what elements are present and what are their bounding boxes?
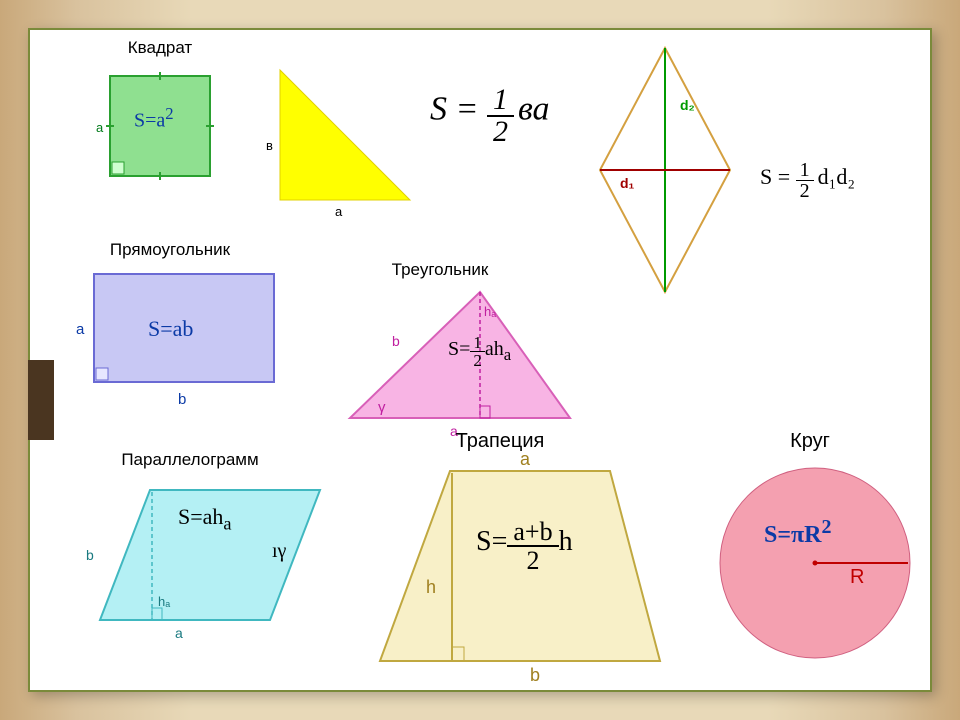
svg-text:a: a (76, 321, 85, 338)
square-formula: S=a2 (134, 104, 174, 133)
svg-text:b: b (86, 547, 94, 563)
wood-background: Квадрат a S=a2 в а S = 1 2 ва d₂ d₁ S = … (0, 0, 960, 720)
svg-text:d₂: d₂ (680, 97, 695, 113)
trapezoid-block: Трапеция a b h S= a+b 2 h (360, 430, 680, 688)
svg-text:b: b (178, 391, 186, 408)
circle-title: Круг (710, 430, 910, 453)
svg-text:а: а (335, 204, 343, 219)
parallelogram-block: Параллелограмм b hₐ a S=aha ıγ (80, 450, 340, 645)
svg-text:γ: γ (378, 399, 386, 416)
circle-formula: S=πR2 (764, 516, 832, 549)
trapezoid-title: Трапеция (360, 430, 640, 453)
right-triangle-formula: S = 1 2 ва (430, 85, 549, 147)
trapezoid-formula: S= a+b 2 h (476, 518, 573, 575)
svg-text:hₐ: hₐ (158, 594, 170, 609)
rectangle-formula: S=ab (148, 316, 193, 342)
rectangle-title: Прямоугольник (70, 240, 270, 260)
svg-text:a: a (520, 449, 531, 469)
circle-figure: R (710, 453, 920, 663)
rhombus-formula: S = 1 2 d₁d₂ (760, 160, 855, 201)
rhombus-figure: d₂ d₁ (590, 40, 740, 300)
rectangle-block: Прямоугольник a b S=ab (70, 240, 290, 415)
parallelogram-title: Параллелограмм (80, 450, 300, 470)
svg-text:hₐ: hₐ (484, 304, 496, 319)
right-triangle-block: в а (260, 50, 420, 225)
triangle-title: Треугольник (330, 260, 550, 280)
square-block: Квадрат a S=a2 (90, 38, 230, 203)
svg-text:R: R (850, 566, 864, 588)
svg-text:a: a (175, 625, 183, 641)
parallelogram-formula: S=aha (178, 504, 232, 534)
svg-text:b: b (392, 333, 400, 349)
parallelogram-gamma: ıγ (272, 540, 286, 563)
parallelogram-figure: b hₐ a (80, 470, 340, 640)
left-accent-bar (28, 360, 54, 440)
square-title: Квадрат (90, 38, 230, 58)
svg-text:a: a (96, 120, 104, 135)
triangle-block: Треугольник b hₐ γ a S= 1 2 aha (330, 260, 590, 445)
svg-text:b: b (530, 665, 540, 685)
svg-text:в: в (266, 138, 273, 153)
rhombus-block: d₂ d₁ (590, 40, 740, 305)
svg-text:d₁: d₁ (620, 175, 635, 191)
right-triangle-figure: в а (260, 50, 420, 220)
svg-text:h: h (426, 577, 436, 597)
slide-page: Квадрат a S=a2 в а S = 1 2 ва d₂ d₁ S = … (28, 28, 932, 692)
triangle-formula: S= 1 2 aha (448, 334, 511, 369)
circle-block: Круг R S=πR2 (710, 430, 920, 668)
